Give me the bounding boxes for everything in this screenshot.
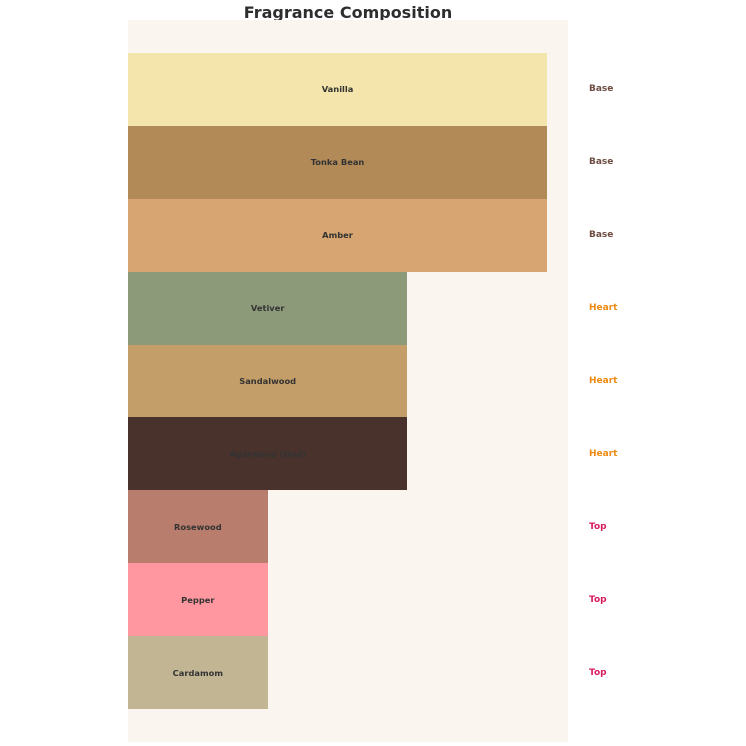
bar-label: Vetiver <box>250 303 285 314</box>
category-label: Top <box>589 667 607 678</box>
category-label: Base <box>589 230 614 241</box>
category-label: Base <box>589 84 614 95</box>
bar-label: Pepper <box>181 594 215 605</box>
bar-label: Agarwood (Oud) <box>229 448 306 459</box>
bar-agarwood-oud: Agarwood (Oud) <box>128 417 408 491</box>
category-label: Top <box>589 594 607 605</box>
category-label: Base <box>589 157 614 168</box>
category-label: Heart <box>589 448 618 459</box>
bar-sandalwood: Sandalwood <box>128 344 408 418</box>
bar-rosewood: Rosewood <box>128 490 268 564</box>
bar-label: Tonka Bean <box>310 157 365 168</box>
bar-vanilla: Vanilla <box>128 53 548 126</box>
bar-cardamom: Cardamom <box>128 636 268 709</box>
plot-area: Vanilla Base Tonka Bean Base Amber Base Vetive… <box>128 20 617 742</box>
chart-title: Fragrance Composition <box>243 2 453 22</box>
bar-tonka-bean: Tonka Bean <box>128 125 548 199</box>
bar-label: Sandalwood <box>239 375 297 386</box>
category-label: Heart <box>589 376 618 386</box>
category-label: Top <box>589 521 607 532</box>
bar-vetiver: Vetiver <box>128 271 408 345</box>
category-label: Heart <box>589 303 618 314</box>
bar-label: Vanilla <box>321 84 354 95</box>
bar-amber: Amber <box>128 198 548 272</box>
bar-label: Cardamom <box>172 667 223 678</box>
bar-label: Rosewood <box>174 521 222 532</box>
bar-pepper: Pepper <box>128 563 268 637</box>
bar-label: Amber <box>322 230 353 241</box>
